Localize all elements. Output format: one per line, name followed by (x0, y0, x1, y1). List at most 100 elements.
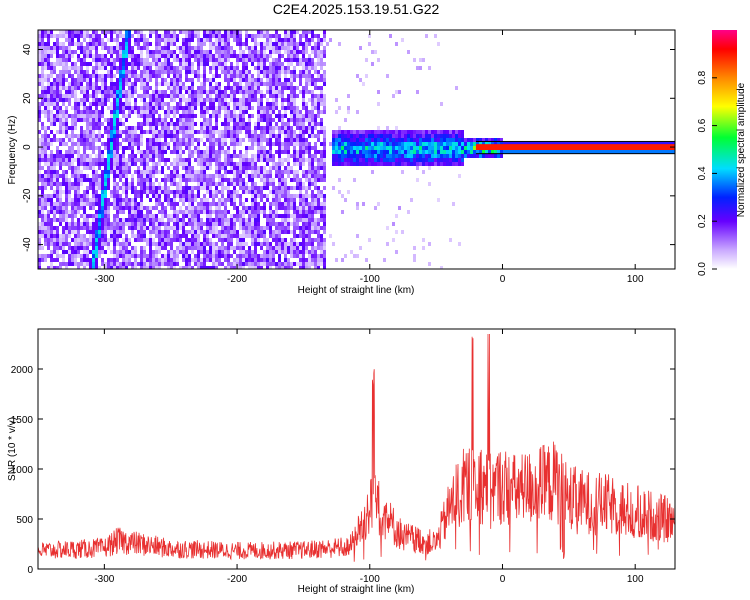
heatmap-cell (128, 86, 131, 90)
heatmap-cell (218, 134, 221, 138)
heatmap-cell (173, 194, 176, 198)
heatmap-cell (242, 114, 245, 118)
heatmap-cell (152, 138, 155, 142)
heatmap-cell (38, 154, 41, 158)
heatmap-cell (95, 86, 98, 90)
heatmap-cell (260, 262, 263, 266)
heatmap-cell (323, 158, 326, 162)
heatmap-cell (80, 78, 83, 82)
heatmap-cell (182, 202, 185, 206)
heatmap-cell (224, 166, 227, 170)
heatmap-cell (74, 242, 77, 246)
heatmap-cell (56, 138, 59, 142)
heatmap-cell (236, 54, 239, 58)
heatmap-cell (299, 62, 302, 66)
heatmap-cell (227, 162, 230, 166)
heatmap-cell (206, 186, 209, 190)
heatmap-cell (62, 258, 65, 262)
heatmap-cell (140, 234, 143, 238)
heatmap-cell (218, 222, 221, 226)
heatmap-cell (227, 30, 230, 34)
heatmap-cell (176, 162, 179, 166)
heatmap-cell (53, 226, 56, 230)
heatmap-cell (59, 42, 62, 46)
heatmap-cell (221, 242, 224, 246)
heatmap-cell (158, 262, 161, 266)
heatmap-cell (95, 106, 98, 110)
heatmap-cell (245, 70, 248, 74)
heatmap-cell (305, 70, 308, 74)
heatmap-cell (80, 82, 83, 86)
heatmap-cell (170, 182, 173, 186)
heatmap-cell (254, 166, 257, 170)
heatmap-cell (113, 174, 116, 178)
heatmap-cell (167, 234, 170, 238)
heatmap-cell (167, 222, 170, 226)
heatmap-cell (197, 178, 200, 182)
heatmap-cell (215, 70, 218, 74)
heatmap-cell (215, 54, 218, 58)
heatmap-cell (227, 182, 230, 186)
heatmap-cell (206, 158, 209, 162)
heatmap-cell (356, 206, 359, 210)
heatmap-cell (251, 114, 254, 118)
heatmap-cell (191, 246, 194, 250)
heatmap-cell (98, 226, 101, 230)
heatmap-cell (404, 130, 407, 134)
heatmap-cell (254, 238, 257, 242)
heatmap-cell (92, 166, 95, 170)
heatmap-cell (143, 90, 146, 94)
heatmap-cell (293, 74, 296, 78)
heatmap-cell (299, 78, 302, 82)
heatmap-cell (62, 110, 65, 114)
heatmap-cell (107, 74, 110, 78)
heatmap-cell (239, 254, 242, 258)
heatmap-cell (251, 242, 254, 246)
heatmap-cell (119, 62, 122, 66)
heatmap-cell (158, 226, 161, 230)
heatmap-cell (173, 230, 176, 234)
heatmap-cell (359, 146, 362, 150)
heatmap-cell (113, 138, 116, 142)
heatmap-cell (62, 206, 65, 210)
heatmap-cell (236, 122, 239, 126)
heatmap-cell (293, 210, 296, 214)
heatmap-cell (257, 142, 260, 146)
heatmap-cell (170, 30, 173, 34)
heatmap-cell (41, 258, 44, 262)
heatmap-cell (59, 98, 62, 102)
heatmap-cell (242, 126, 245, 130)
heatmap-cell (257, 82, 260, 86)
heatmap-cell (161, 50, 164, 54)
heatmap-cell (107, 162, 110, 166)
heatmap-cell (167, 58, 170, 62)
heatmap-cell (83, 138, 86, 142)
heatmap-cell (305, 262, 308, 266)
heatmap-cell (44, 150, 47, 154)
heatmap-cell (56, 46, 59, 50)
heatmap-cell (272, 102, 275, 106)
heatmap-cell (56, 98, 59, 102)
heatmap-cell (107, 266, 110, 269)
heatmap-cell (155, 154, 158, 158)
heatmap-cell (179, 178, 182, 182)
heatmap-cell (257, 58, 260, 62)
heatmap-cell (77, 102, 80, 106)
heatmap-cell (212, 142, 215, 146)
heatmap-cell (155, 86, 158, 90)
heatmap-cell (410, 198, 413, 202)
heatmap-cell (320, 210, 323, 214)
heatmap-cell (377, 162, 380, 166)
heatmap-cell (233, 54, 236, 58)
heatmap-cell (158, 34, 161, 38)
heatmap-cell (263, 258, 266, 262)
heatmap-cell (173, 214, 176, 218)
heatmap-cell (224, 34, 227, 38)
heatmap-cell (74, 78, 77, 82)
heatmap-cell (200, 154, 203, 158)
heatmap-cell (86, 202, 89, 206)
heatmap-cell (182, 218, 185, 222)
heatmap-cell (170, 234, 173, 238)
heatmap-cell (248, 214, 251, 218)
heatmap-cell (212, 226, 215, 230)
